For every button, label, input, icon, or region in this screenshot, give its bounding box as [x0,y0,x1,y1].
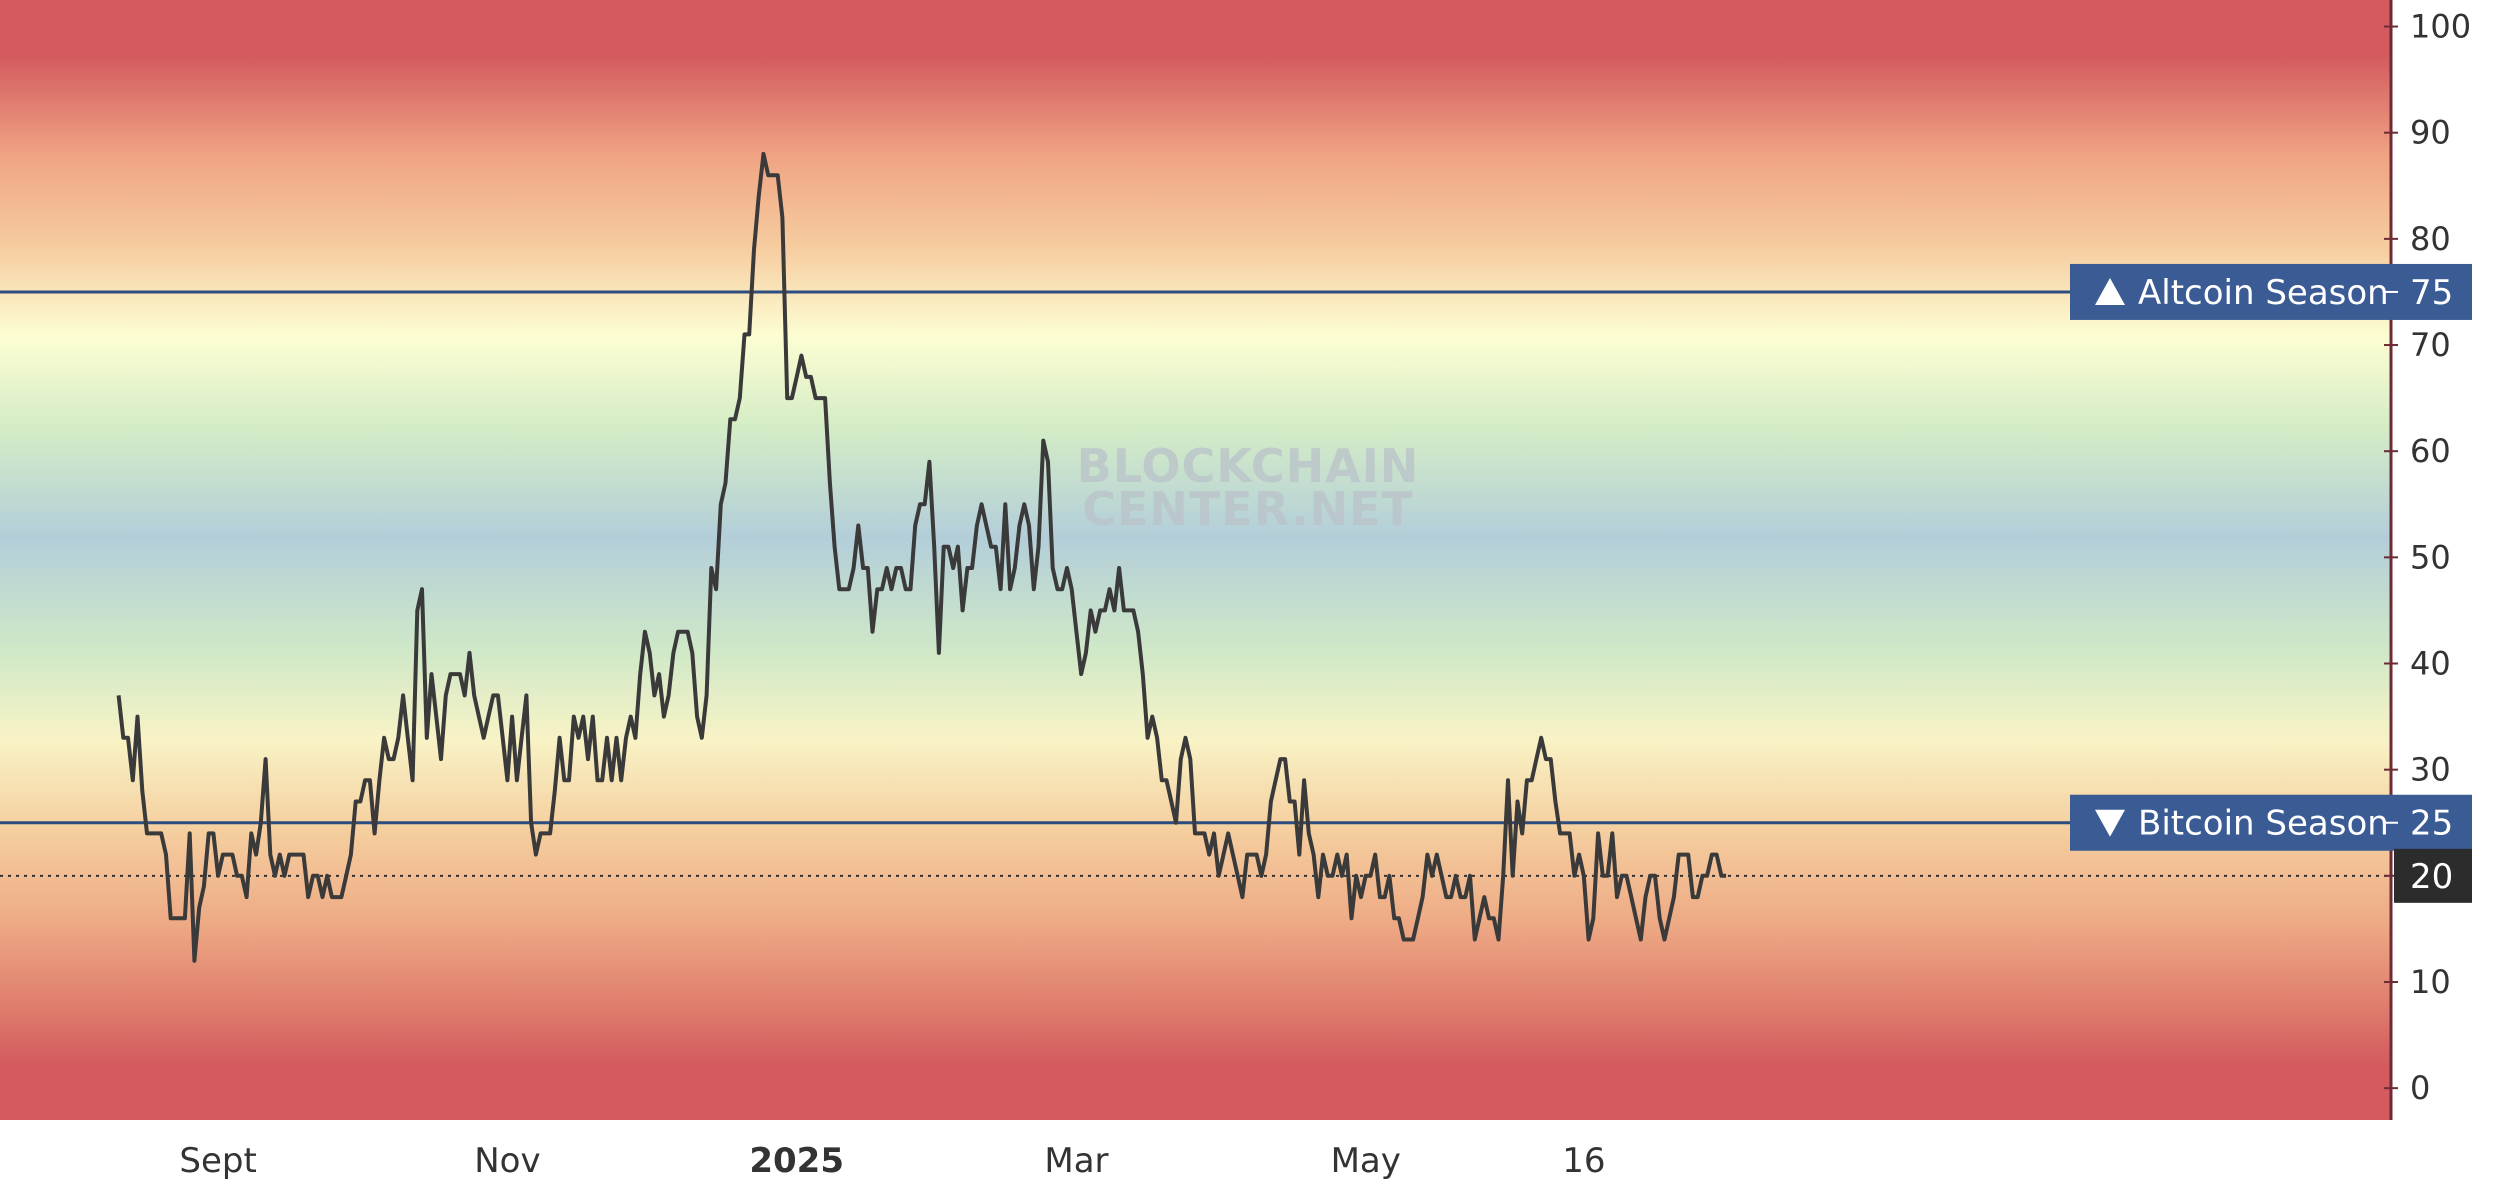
triangle-down-icon [2095,809,2125,837]
y-tick-label-10: 100 [2410,8,2471,46]
current-value-badge-bg [2394,848,2472,903]
watermark-line-1: BLOCKCHAIN [1077,439,1420,493]
y-tick-label-0: 0 [2410,1069,2430,1107]
y-tick-label-3: 30 [2410,751,2451,789]
threshold-badge-bg-0 [2070,263,2472,320]
watermark-line-2: CENTER.NET [1082,482,1414,536]
series-line [116,151,1727,963]
y-tick-label-9: 90 [2410,114,2451,152]
threshold-label-1: Bitcoin Season [2138,804,2389,844]
current-value-badge: 20 [2394,848,2472,903]
current-value-label: 20 [2410,857,2453,897]
y-tick-label-5: 50 [2410,538,2451,576]
x-ticks: Sept Nov 2025 Mar May 16 [179,1141,1605,1181]
y-ticks: 0 10 20 30 40 50 60 70 80 90 100 [2384,8,2471,1107]
x-tick-label-2: 2025 [749,1141,844,1181]
y-axis-background [2390,0,2494,1120]
y-tick-label-6: 60 [2410,432,2451,470]
y-tick-label-8: 80 [2410,220,2451,258]
triangle-up-icon [2095,277,2125,305]
x-tick-label-0: Sept [179,1141,256,1181]
x-tick-label-1: Nov [474,1141,540,1181]
y-tick-label-1: 10 [2410,963,2451,1001]
x-tick-label-4: May [1331,1141,1401,1181]
threshold-badge-bg-1 [2070,794,2472,851]
x-tick-label-3: Mar [1044,1141,1108,1181]
y-axis: 0 10 20 30 40 50 60 70 80 90 100 [2384,0,2494,1120]
x-axis-background [0,1120,2494,1198]
threshold-badges: Altcoin Season 75 Bitcoin Season 25 [2070,263,2472,851]
y-tick-label-7: 70 [2410,326,2451,364]
threshold-label-0: Altcoin Season [2138,273,2389,313]
threshold-value-0: 75 [2410,273,2453,313]
threshold-value-1: 25 [2410,804,2453,844]
x-tick-label-5: 16 [1562,1141,1605,1181]
chart-background [0,0,2390,1120]
watermark: BLOCKCHAIN CENTER.NET [1077,439,1420,536]
y-tick-label-4: 40 [2410,645,2451,683]
